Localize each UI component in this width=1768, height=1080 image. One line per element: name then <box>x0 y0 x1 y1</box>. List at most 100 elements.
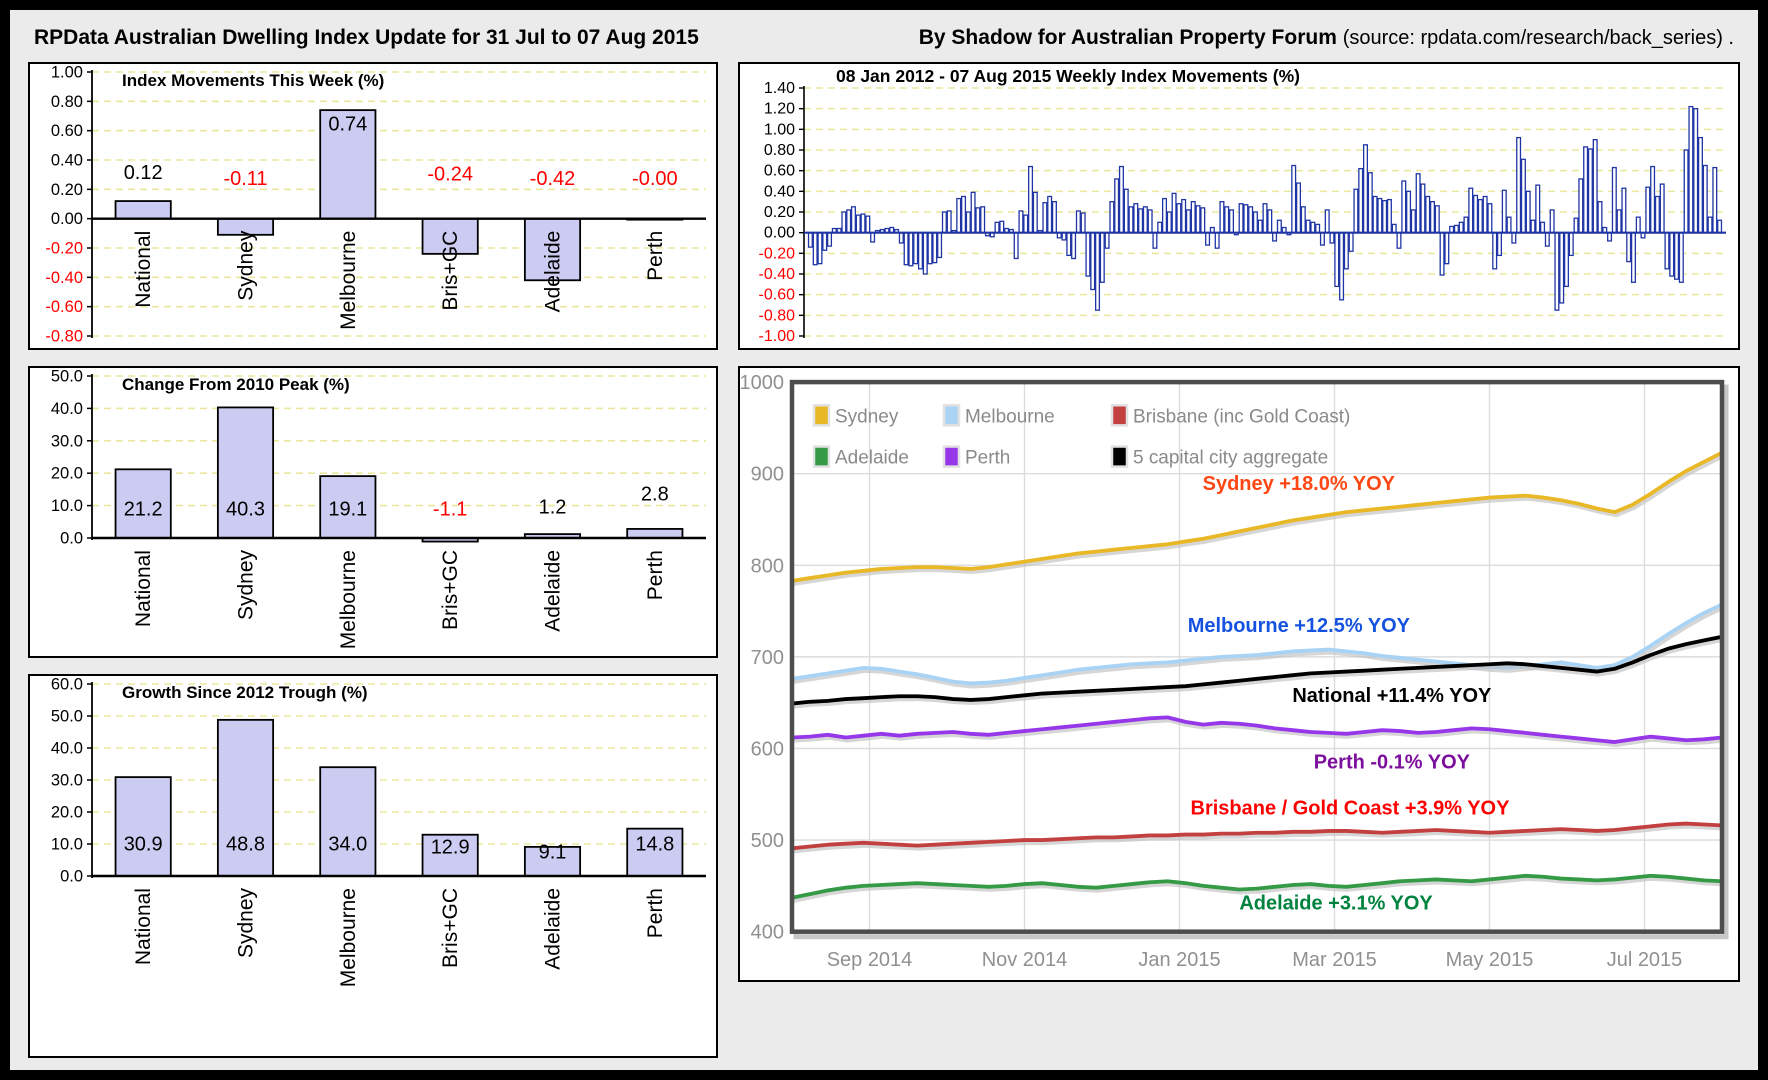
svg-text:0.0: 0.0 <box>60 530 83 548</box>
svg-text:600: 600 <box>751 738 784 760</box>
svg-text:19.1: 19.1 <box>328 498 367 520</box>
chart-change-from-2010-peak: 0.0 10.0 20.0 30.0 40.0 50.0 Change From 2010 … <box>51 368 706 649</box>
svg-text:0.40: 0.40 <box>764 183 795 200</box>
svg-text:Mar 2015: Mar 2015 <box>1292 949 1376 971</box>
svg-text:Adelaide: Adelaide <box>835 448 909 469</box>
svg-text:10.0: 10.0 <box>51 836 83 854</box>
svg-text:Nov 2014: Nov 2014 <box>982 949 1068 971</box>
svg-text:Melbourne: Melbourne <box>337 888 360 987</box>
page-title: RPData Australian Dwelling Index Update … <box>34 26 699 49</box>
svg-text:Change From 2010 Peak (%): Change From 2010 Peak (%) <box>122 375 350 394</box>
panel-capital-city-index-lines: Sep 2014 Nov 2014 Jan 2015 Mar 2015 May 2015… <box>738 366 1740 982</box>
svg-text:Sydney: Sydney <box>235 550 258 621</box>
page-subtitle: By Shadow for Australian Property Forum … <box>919 26 1734 50</box>
svg-text:Melbourne: Melbourne <box>965 406 1055 427</box>
svg-text:Index Movements This Week (%): Index Movements This Week (%) <box>122 71 384 90</box>
svg-text:May 2015: May 2015 <box>1446 949 1534 971</box>
svg-text:-1.00: -1.00 <box>759 328 796 345</box>
svg-text:-0.11: -0.11 <box>223 168 267 190</box>
svg-text:-0.20: -0.20 <box>759 245 796 262</box>
page-header: RPData Australian Dwelling Index Update … <box>28 20 1740 62</box>
chart-growth-since-2012-trough: 0.0 10.0 20.0 30.0 40.0 50.0 60.0 Growth Since … <box>51 676 706 987</box>
svg-text:0.00: 0.00 <box>51 210 83 228</box>
chart-capital-city-index-lines: Sep 2014 Nov 2014 Jan 2015 Mar 2015 May 2015… <box>740 372 1729 971</box>
svg-text:Adelaide: Adelaide <box>542 550 565 632</box>
panel-weekly-index-movements: -1.00 -0.80 -0.60 -0.40 -0.20 0.00 0.20 0.40 0.6… <box>738 62 1740 350</box>
svg-text:48.8: 48.8 <box>226 833 265 855</box>
svg-text:40.0: 40.0 <box>51 400 83 418</box>
svg-text:National +11.4% YOY: National +11.4% YOY <box>1292 685 1492 707</box>
svg-text:1.00: 1.00 <box>764 121 795 138</box>
svg-text:0.60: 0.60 <box>51 122 83 140</box>
chart-weekly-index-movements: -1.00 -0.80 -0.60 -0.40 -0.20 0.00 0.20 0.40 0.6… <box>759 66 1726 345</box>
svg-text:-0.42: -0.42 <box>530 168 576 190</box>
svg-text:1000: 1000 <box>740 372 784 394</box>
svg-text:50.0: 50.0 <box>51 368 83 386</box>
svg-text:50.0: 50.0 <box>51 708 83 726</box>
svg-text:34.0: 34.0 <box>328 833 367 855</box>
panel-index-movements-this-week: -0.80 -0.60 -0.40 -0.20 0.00 0.20 0.40 0.60 0.80… <box>28 62 718 350</box>
svg-text:700: 700 <box>751 647 784 669</box>
svg-text:800: 800 <box>751 555 784 577</box>
svg-text:-1.1: -1.1 <box>433 498 467 520</box>
svg-text:Brisbane (inc Gold Coast): Brisbane (inc Gold Coast) <box>1133 406 1350 427</box>
svg-text:1.20: 1.20 <box>764 101 795 118</box>
svg-text:-0.80: -0.80 <box>759 307 796 324</box>
svg-text:-0.00: -0.00 <box>632 168 678 190</box>
svg-text:Melbourne +12.5% YOY: Melbourne +12.5% YOY <box>1188 615 1411 637</box>
panel-change-from-2010-peak: 0.0 10.0 20.0 30.0 40.0 50.0 Change From 2010 … <box>28 366 718 658</box>
svg-text:-0.60: -0.60 <box>759 287 796 304</box>
svg-text:1.00: 1.00 <box>51 64 83 82</box>
svg-text:Jan 2015: Jan 2015 <box>1138 949 1220 971</box>
svg-text:0.60: 0.60 <box>764 163 795 180</box>
svg-text:Perth: Perth <box>965 448 1010 469</box>
svg-text:20.0: 20.0 <box>51 804 83 822</box>
svg-text:0.80: 0.80 <box>51 93 83 111</box>
svg-text:0.40: 0.40 <box>51 152 83 170</box>
svg-text:Bris+GC: Bris+GC <box>439 888 462 968</box>
svg-text:Adelaide: Adelaide <box>542 231 565 313</box>
svg-text:0.20: 0.20 <box>764 204 795 221</box>
svg-text:-0.20: -0.20 <box>45 240 83 258</box>
svg-text:500: 500 <box>751 830 784 852</box>
svg-text:40.0: 40.0 <box>51 740 83 758</box>
svg-text:60.0: 60.0 <box>51 676 83 694</box>
svg-text:10.0: 10.0 <box>51 497 83 515</box>
svg-text:Melbourne: Melbourne <box>337 231 360 330</box>
page-subtitle-author: By Shadow for Australian Property Forum <box>918 26 1337 49</box>
svg-text:20.0: 20.0 <box>51 465 83 483</box>
svg-text:-0.60: -0.60 <box>45 298 83 316</box>
svg-text:5 capital city aggregate: 5 capital city aggregate <box>1133 448 1328 469</box>
svg-text:2.8: 2.8 <box>641 484 669 506</box>
svg-text:0.80: 0.80 <box>764 142 795 159</box>
svg-text:0.74: 0.74 <box>328 114 367 136</box>
svg-text:Perth: Perth <box>644 231 667 281</box>
svg-text:12.9: 12.9 <box>431 837 470 859</box>
svg-text:Sydney: Sydney <box>235 888 258 959</box>
svg-text:Sydney +18.0% YOY: Sydney +18.0% YOY <box>1203 473 1396 495</box>
svg-text:Sydney: Sydney <box>835 406 899 427</box>
svg-text:Adelaide +3.1% YOY: Adelaide +3.1% YOY <box>1239 893 1433 915</box>
svg-text:21.2: 21.2 <box>124 498 163 520</box>
svg-text:Melbourne: Melbourne <box>337 550 360 649</box>
svg-text:9.1: 9.1 <box>539 841 567 863</box>
svg-text:0.12: 0.12 <box>124 162 163 184</box>
svg-text:Growth Since 2012 Trough (%): Growth Since 2012 Trough (%) <box>122 683 368 702</box>
svg-text:1.2: 1.2 <box>539 497 567 519</box>
svg-text:40.3: 40.3 <box>226 498 265 520</box>
svg-text:Sydney: Sydney <box>235 230 258 301</box>
svg-text:Sep 2014: Sep 2014 <box>827 949 913 971</box>
svg-text:0.00: 0.00 <box>764 225 795 242</box>
svg-text:-0.40: -0.40 <box>45 269 83 287</box>
svg-text:Bris+GC: Bris+GC <box>439 231 462 311</box>
svg-text:0.20: 0.20 <box>51 181 83 199</box>
svg-text:National: National <box>132 550 155 627</box>
svg-text:08 Jan 2012 - 07 Aug 2015 Week: 08 Jan 2012 - 07 Aug 2015 Weekly Index M… <box>836 66 1300 86</box>
svg-text:National: National <box>132 231 155 308</box>
svg-text:Perth -0.1% YOY: Perth -0.1% YOY <box>1314 752 1471 774</box>
svg-text:-0.24: -0.24 <box>427 164 473 186</box>
page-subtitle-source: (source: rpdata.com/research/back_series… <box>1342 27 1734 49</box>
svg-text:30.0: 30.0 <box>51 432 83 450</box>
svg-text:Adelaide: Adelaide <box>542 888 565 970</box>
